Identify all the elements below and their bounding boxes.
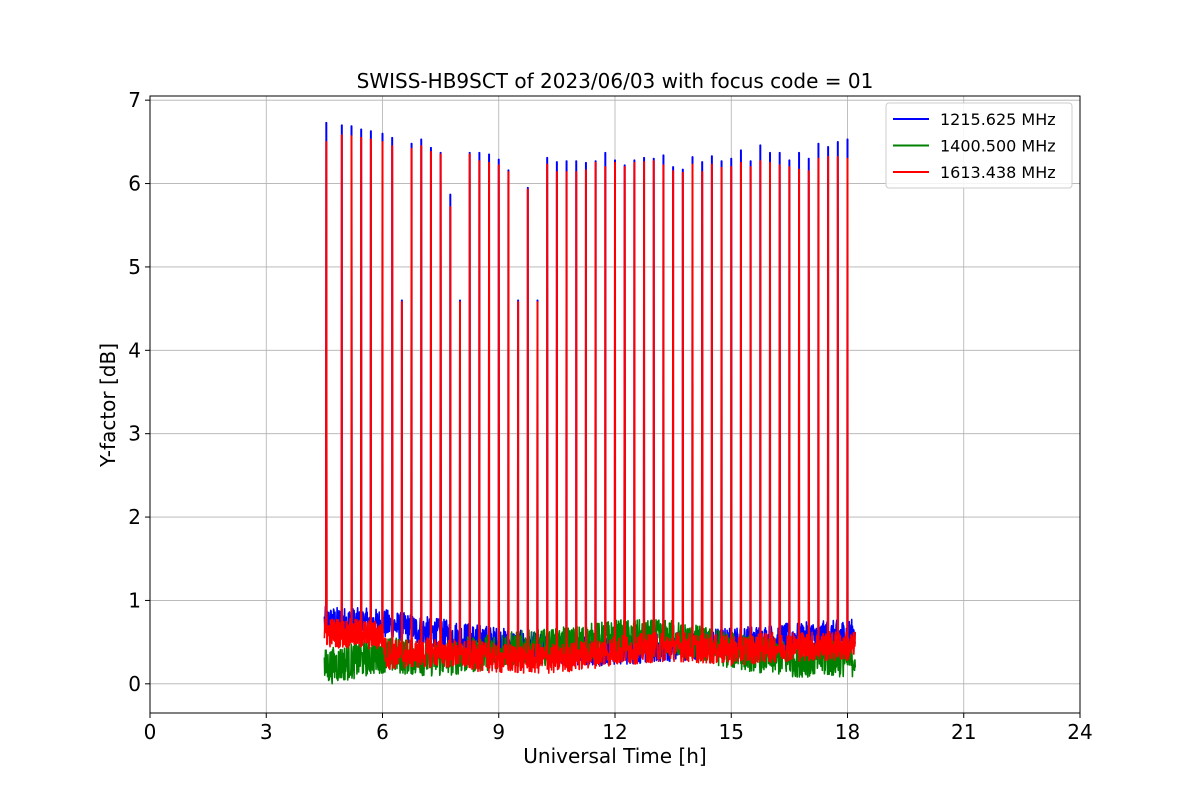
x-tick-label: 24 <box>1067 720 1092 744</box>
x-tick-label: 18 <box>835 720 860 744</box>
x-tick-label: 3 <box>260 720 273 744</box>
x-tick-label: 12 <box>602 720 627 744</box>
y-tick-label: 2 <box>128 505 141 529</box>
y-tick-label: 5 <box>128 255 141 279</box>
x-tick-label: 0 <box>144 720 157 744</box>
x-tick-label: 6 <box>376 720 389 744</box>
y-tick-label: 3 <box>128 422 141 446</box>
legend: 1215.625 MHz 1400.500 MHz 1613.438 MHz <box>885 102 1073 189</box>
chart-title: SWISS-HB9SCT of 2023/06/03 with focus co… <box>357 69 874 93</box>
y-tick-label: 1 <box>128 588 141 612</box>
x-axis-label: Universal Time [h] <box>523 744 706 768</box>
x-tick-label: 15 <box>719 720 744 744</box>
y-axis-label: Y-factor [dB] <box>96 343 120 468</box>
y-tick-label: 4 <box>128 338 141 362</box>
legend-label: 1400.500 MHz <box>940 137 1056 156</box>
legend-label: 1215.625 MHz <box>940 110 1056 129</box>
y-tick-label: 7 <box>128 88 141 112</box>
series-layer <box>323 121 857 685</box>
y-tick-label: 6 <box>128 172 141 196</box>
x-tick-label: 9 <box>492 720 505 744</box>
y-tick-label: 0 <box>128 672 141 696</box>
legend-box <box>885 102 1073 189</box>
series-line-2 <box>323 134 857 674</box>
legend-label: 1613.438 MHz <box>940 163 1056 182</box>
x-tick-label: 21 <box>951 720 976 744</box>
